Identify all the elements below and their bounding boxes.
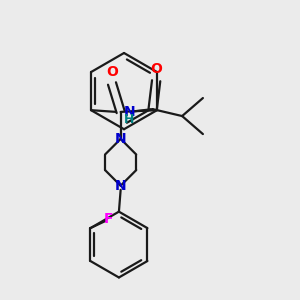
Text: O: O bbox=[106, 65, 118, 79]
Text: N: N bbox=[124, 105, 136, 119]
Text: F: F bbox=[104, 212, 113, 226]
Text: N: N bbox=[115, 132, 127, 146]
Text: N: N bbox=[115, 179, 127, 193]
Text: O: O bbox=[150, 62, 162, 76]
Text: H: H bbox=[124, 113, 134, 126]
